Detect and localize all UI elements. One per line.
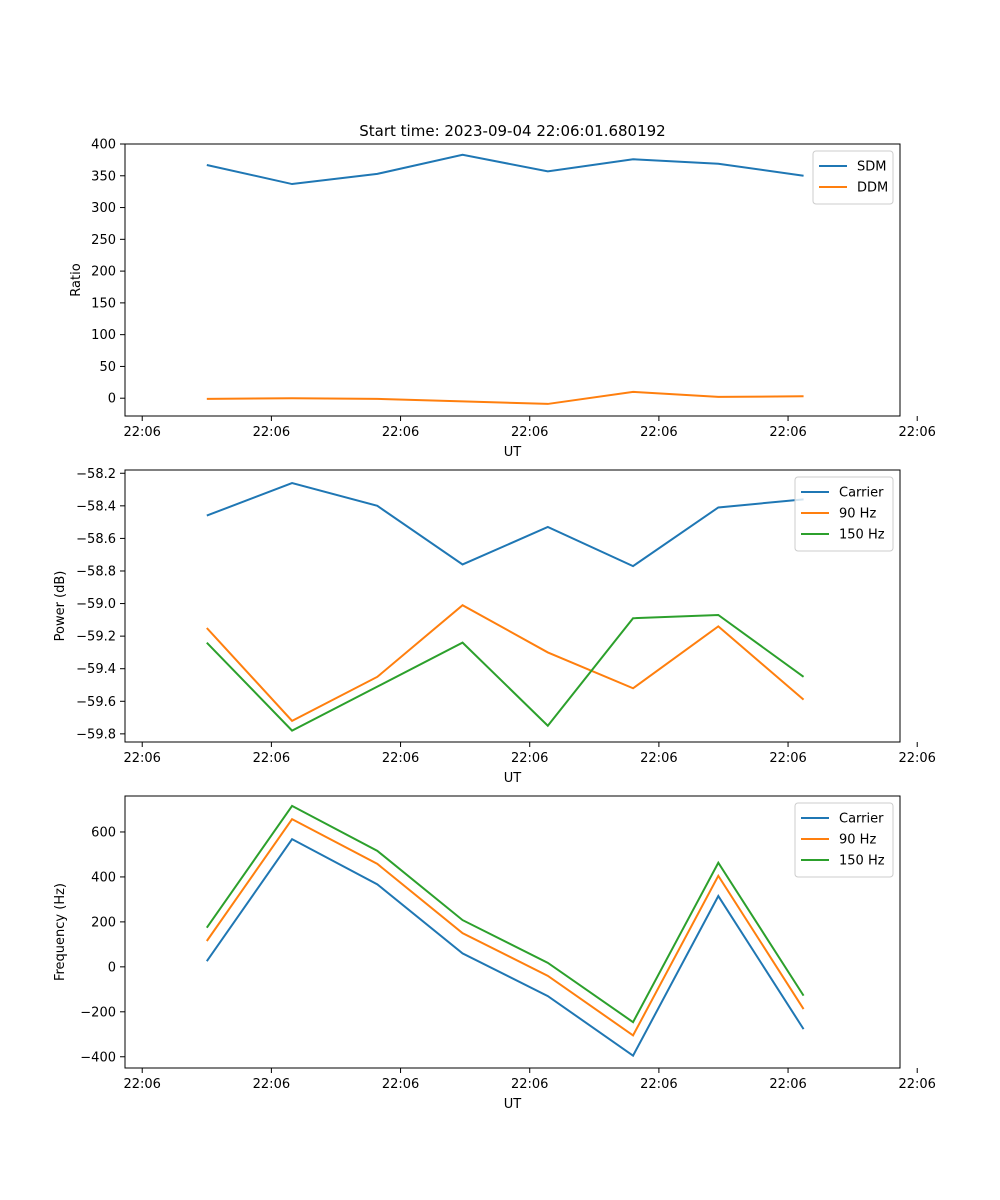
panel-ratio: 22:06 22:06 22:06 22:06 22:06 22:06 22:06 0 50 10… [69, 138, 936, 461]
series-line-carrier [205, 837, 805, 1058]
plot-area-frequency [125, 796, 900, 1068]
series-line-90-hz [206, 603, 805, 723]
legend-box [812, 150, 894, 205]
y-tick-label: −200 [80, 1005, 116, 1020]
x-axis-label: UT [504, 445, 522, 460]
x-axis-label: UT [504, 1097, 522, 1112]
y-tick-label: −400 [80, 1050, 116, 1065]
x-tick-label: 22:06 [898, 751, 935, 766]
y-tick-label: −59.2 [76, 630, 116, 645]
x-tick-label: 22:06 [382, 425, 419, 440]
y-tick-label: −59.4 [76, 662, 116, 677]
x-tick-label: 22:06 [382, 1077, 419, 1092]
y-tick-label: 250 [91, 233, 116, 248]
axes-frame-ratio [124, 143, 901, 417]
y-tick-label: 400 [91, 138, 116, 153]
y-tick-label: 200 [91, 265, 116, 280]
series-line-ddm [206, 390, 804, 405]
x-tick-label: 22:06 [769, 1077, 806, 1092]
legend-label: Carrier [839, 812, 884, 827]
legend-label: DDM [857, 181, 888, 196]
x-tick-label: 22:06 [253, 751, 290, 766]
x-tick-label: 22:06 [769, 425, 806, 440]
series-line-150-hz [206, 613, 805, 732]
y-tick-label: 150 [91, 296, 116, 311]
legend-box [794, 476, 894, 552]
x-tick-label: 22:06 [769, 751, 806, 766]
x-tick-label: 22:06 [511, 1077, 548, 1092]
x-tick-label: 22:06 [640, 1077, 677, 1092]
y-tick-label: −59.8 [76, 727, 116, 742]
y-tick-label: 100 [91, 328, 116, 343]
legend-label: SDM [857, 160, 886, 175]
panel-frequency: 22:06 22:06 22:06 22:06 22:06 22:06 22:06 −400 −… [53, 795, 936, 1112]
y-tick-label: 0 [108, 960, 116, 975]
legend-box [794, 802, 894, 878]
x-tick-label: 22:06 [123, 425, 160, 440]
x-tick-label: 22:06 [898, 1077, 935, 1092]
y-axis-label: Frequency (Hz) [53, 883, 68, 981]
plot-area-power [125, 470, 900, 742]
y-tick-label: 350 [91, 169, 116, 184]
x-tick-label: 22:06 [898, 425, 935, 440]
y-tick-label: 400 [91, 870, 116, 885]
x-axis-label: UT [504, 771, 522, 786]
x-tick-label: 22:06 [511, 425, 548, 440]
y-axis-label: Power (dB) [53, 571, 68, 642]
x-tick-label: 22:06 [640, 751, 677, 766]
series-line-150-hz [205, 804, 805, 1024]
y-tick-label: −58.8 [76, 564, 116, 579]
y-axis-label: Ratio [69, 263, 84, 296]
legend-label: 90 Hz [839, 833, 876, 848]
y-tick-label: 200 [91, 915, 116, 930]
panel-power: 22:06 22:06 22:06 22:06 22:06 22:06 22:06 −59.8… [53, 467, 936, 786]
y-tick-label: −59.6 [76, 695, 116, 710]
series-line-90-hz [205, 817, 805, 1037]
legend-frequency: Carrier 90 Hz 150 Hz [794, 802, 894, 878]
y-tick-label: −59.0 [76, 597, 116, 612]
series-line-sdm [206, 153, 804, 186]
legend-label: 150 Hz [839, 528, 885, 543]
axes-frame-power [124, 469, 901, 743]
y-tick-label: −58.4 [76, 499, 116, 514]
x-tick-label: 22:06 [382, 751, 419, 766]
y-tick-label: 600 [91, 825, 116, 840]
y-tick-label: −58.2 [76, 467, 116, 482]
plot-area-ratio [125, 144, 900, 416]
series-line-carrier [206, 481, 804, 568]
x-tick-label: 22:06 [253, 425, 290, 440]
y-tick-label: 0 [108, 392, 116, 407]
chart-title: Start time: 2023-09-04 22:06:01.680192 [359, 122, 665, 140]
legend-label: 90 Hz [839, 507, 876, 522]
y-tick-label: 300 [91, 201, 116, 216]
legend-label: 150 Hz [839, 854, 885, 869]
x-tick-label: 22:06 [511, 751, 548, 766]
legend-ratio: SDM DDM [812, 150, 894, 205]
axes-frame-frequency [124, 795, 901, 1069]
x-tick-label: 22:06 [123, 1077, 160, 1092]
y-tick-label: −58.6 [76, 532, 116, 547]
x-tick-label: 22:06 [640, 425, 677, 440]
y-tick-label: 50 [99, 360, 116, 375]
legend-label: Carrier [839, 486, 884, 501]
legend-power: Carrier 90 Hz 150 Hz [794, 476, 894, 552]
x-tick-label: 22:06 [123, 751, 160, 766]
x-tick-label: 22:06 [253, 1077, 290, 1092]
